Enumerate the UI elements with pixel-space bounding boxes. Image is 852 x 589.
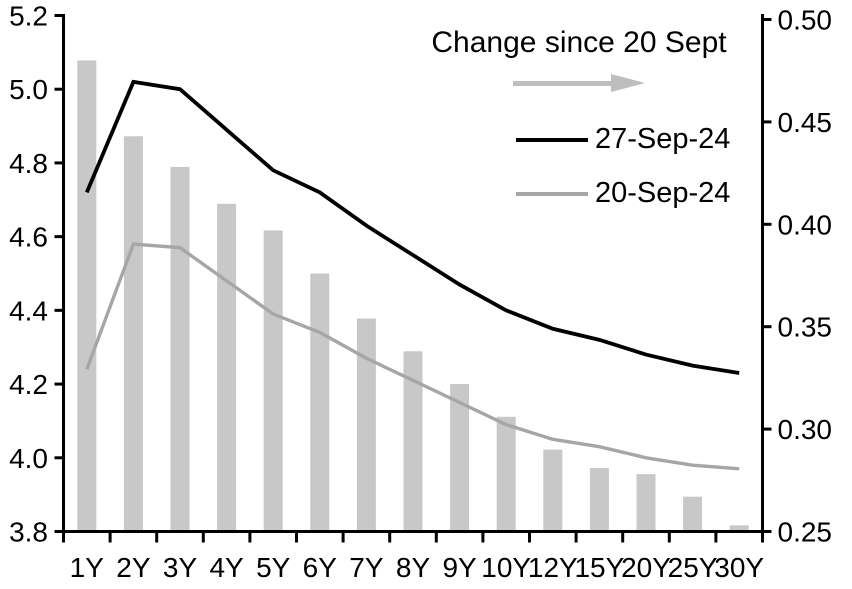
x-axis-tick-label: 30Y: [714, 552, 764, 583]
bar-30Y: [729, 525, 749, 532]
x-axis-tick-label: 6Y: [303, 552, 338, 583]
x-axis-tick-label: 15Y: [574, 552, 624, 583]
x-axis-tick-label: 12Y: [528, 552, 578, 583]
x-axis-tick-label: 7Y: [349, 552, 384, 583]
left-axis-tick-label: 5.2: [9, 1, 48, 32]
right-axis-tick-label: 0.25: [778, 517, 833, 548]
bar-25Y: [683, 496, 703, 532]
right-axis-tick-label: 0.45: [778, 107, 833, 138]
bar-3Y: [170, 166, 190, 532]
bar-9Y: [450, 384, 470, 532]
right-axis-tick-label: 0.35: [778, 312, 833, 343]
bar-12Y: [543, 449, 563, 532]
bar-8Y: [403, 351, 423, 532]
x-axis-tick-label: 1Y: [70, 552, 105, 583]
x-axis-tick-label: 10Y: [481, 552, 531, 583]
x-axis-tick-label: 3Y: [163, 552, 198, 583]
right-axis-tick-label: 0.30: [778, 414, 833, 445]
x-axis-tick-label: 5Y: [256, 552, 291, 583]
bar-15Y: [589, 468, 609, 532]
bar-5Y: [263, 230, 283, 532]
x-axis-tick-label: 25Y: [668, 552, 718, 583]
bar-4Y: [217, 203, 237, 532]
right-axis-tick-label: 0.40: [778, 209, 833, 240]
bar-2Y: [123, 136, 143, 532]
left-axis-tick-label: 4.0: [9, 443, 48, 474]
left-axis-tick-label: 3.8: [9, 517, 48, 548]
bar-7Y: [356, 318, 376, 532]
right-axis-tick-label: 0.50: [778, 5, 833, 36]
left-axis-tick-label: 4.4: [9, 295, 48, 326]
left-axis-tick-label: 4.6: [9, 222, 48, 253]
x-axis-tick-label: 2Y: [116, 552, 151, 583]
left-axis-tick-label: 5.0: [9, 74, 48, 105]
bar-6Y: [310, 273, 330, 532]
line-27-sep-24: [85, 79, 740, 375]
x-axis-tick-label: 20Y: [621, 552, 671, 583]
bar-1Y: [77, 60, 97, 532]
left-axis-tick-label: 4.2: [9, 369, 48, 400]
x-axis-tick-label: 9Y: [442, 552, 477, 583]
bar-10Y: [496, 416, 516, 532]
x-axis-tick-label: 4Y: [209, 552, 244, 583]
bar-20Y: [636, 474, 656, 532]
left-axis-tick-label: 4.8: [9, 148, 48, 179]
x-axis-tick-label: 8Y: [396, 552, 431, 583]
line-20-sep-24: [85, 242, 740, 471]
